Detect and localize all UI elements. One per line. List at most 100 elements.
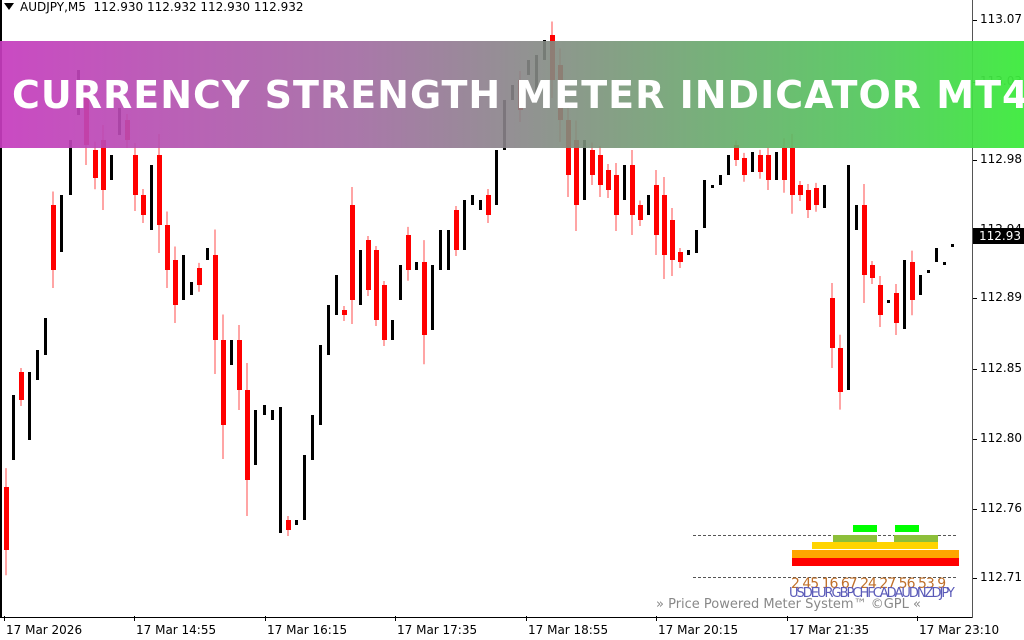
candle: [279, 407, 282, 533]
candle: [862, 184, 867, 303]
price-tick: 112.80: [973, 431, 1022, 445]
candle: [623, 165, 626, 200]
time-axis[interactable]: 17 Mar 2026 17 Mar 14:55 17 Mar 16:15 17 Ma…: [0, 616, 999, 640]
time-tick: 17 Mar 17:35: [395, 616, 477, 637]
candle: [806, 184, 811, 218]
candle: [647, 195, 650, 215]
candle: [943, 262, 946, 265]
candle: [439, 230, 442, 270]
candle: [495, 150, 498, 205]
candle: [173, 246, 178, 323]
meter-dash-line: [693, 535, 956, 536]
candle: [190, 282, 193, 295]
candle: [606, 164, 611, 198]
candle: [350, 187, 355, 324]
candle: [479, 200, 482, 210]
candle: [157, 134, 162, 253]
candle: [703, 180, 706, 228]
banner-title: CURRENCY STRENGTH METER INDICATOR MT4: [12, 72, 1024, 117]
candle: [486, 189, 491, 223]
candle: [847, 165, 850, 390]
candle: [141, 189, 146, 223]
candle: [711, 185, 714, 188]
candle: [454, 206, 459, 256]
price-tick: 112.76: [973, 501, 1022, 515]
price-tick: 113.07: [973, 12, 1022, 26]
candle: [758, 149, 763, 179]
chart-header: AUDJPY,M5 112.930 112.932 112.930 112.93…: [4, 0, 303, 14]
candle: [687, 250, 690, 255]
candle: [727, 155, 730, 175]
candle: [910, 250, 915, 316]
triangle-down-icon[interactable]: [4, 3, 14, 10]
candle: [366, 236, 371, 296]
candle: [335, 275, 338, 315]
meter-footer: » Price Powered Meter System™ ©GPL «: [656, 597, 921, 612]
time-tick: 17 Mar 18:55: [526, 616, 608, 637]
candle: [887, 300, 890, 303]
meter-bar: [833, 535, 877, 542]
candle: [311, 415, 314, 460]
candle: [319, 345, 322, 425]
candle: [903, 260, 906, 329]
candle: [766, 147, 771, 190]
meter-bar: [853, 525, 877, 532]
candle: [263, 405, 266, 415]
price-tick: 112.98: [973, 152, 1022, 166]
candle: [662, 177, 667, 279]
candle: [471, 195, 474, 205]
candle: [951, 244, 954, 247]
candle: [590, 142, 595, 185]
candle: [44, 318, 47, 355]
meter-currencies: USDEURGBPCHFCADAUDNZDJPY: [789, 586, 955, 601]
candle: [870, 261, 875, 284]
candle: [415, 262, 418, 270]
candle: [630, 150, 635, 235]
candle: [4, 468, 9, 576]
meter-bar: [812, 542, 938, 549]
candle: [303, 455, 306, 520]
candle: [678, 248, 683, 268]
candle: [391, 320, 394, 340]
time-tick: 17 Mar 2026: [4, 616, 82, 637]
candle: [382, 281, 387, 346]
candle: [798, 181, 803, 201]
candle: [374, 246, 379, 326]
candle: [342, 306, 347, 321]
time-tick: 17 Mar 23:10: [917, 616, 999, 637]
candle: [614, 163, 619, 231]
candle: [583, 140, 586, 200]
price-tick: 112.71: [973, 570, 1022, 584]
candle: [230, 340, 233, 365]
candle: [463, 200, 466, 250]
candle: [150, 165, 153, 230]
candle: [670, 208, 675, 276]
candle: [271, 410, 274, 420]
candle: [60, 195, 63, 252]
symbol-label: AUDJPY,M5: [20, 0, 86, 14]
candle: [28, 372, 31, 440]
time-tick: 17 Mar 14:55: [134, 616, 216, 637]
candle: [327, 305, 330, 355]
chart-area[interactable]: [0, 0, 972, 618]
candle: [359, 250, 362, 305]
candle: [295, 520, 298, 525]
candle: [206, 248, 209, 260]
candle: [830, 283, 835, 368]
current-price-label: 112.93: [973, 228, 1024, 244]
candle: [742, 152, 747, 182]
price-tick: 112.85: [973, 361, 1022, 375]
ohlc-values: 112.930 112.932 112.930 112.932: [93, 0, 304, 14]
time-tick: 17 Mar 21:35: [787, 616, 869, 637]
candle: [598, 146, 603, 197]
candle: [165, 211, 170, 288]
title-banner: CURRENCY STRENGTH METER INDICATOR MT4: [0, 41, 1024, 148]
candle: [19, 368, 24, 406]
time-tick: 17 Mar 16:15: [265, 616, 347, 637]
candle: [69, 140, 72, 195]
candle: [286, 516, 291, 536]
candle: [935, 248, 938, 262]
candle: [36, 350, 39, 380]
candle: [751, 152, 754, 172]
meter-bar: [894, 535, 938, 542]
